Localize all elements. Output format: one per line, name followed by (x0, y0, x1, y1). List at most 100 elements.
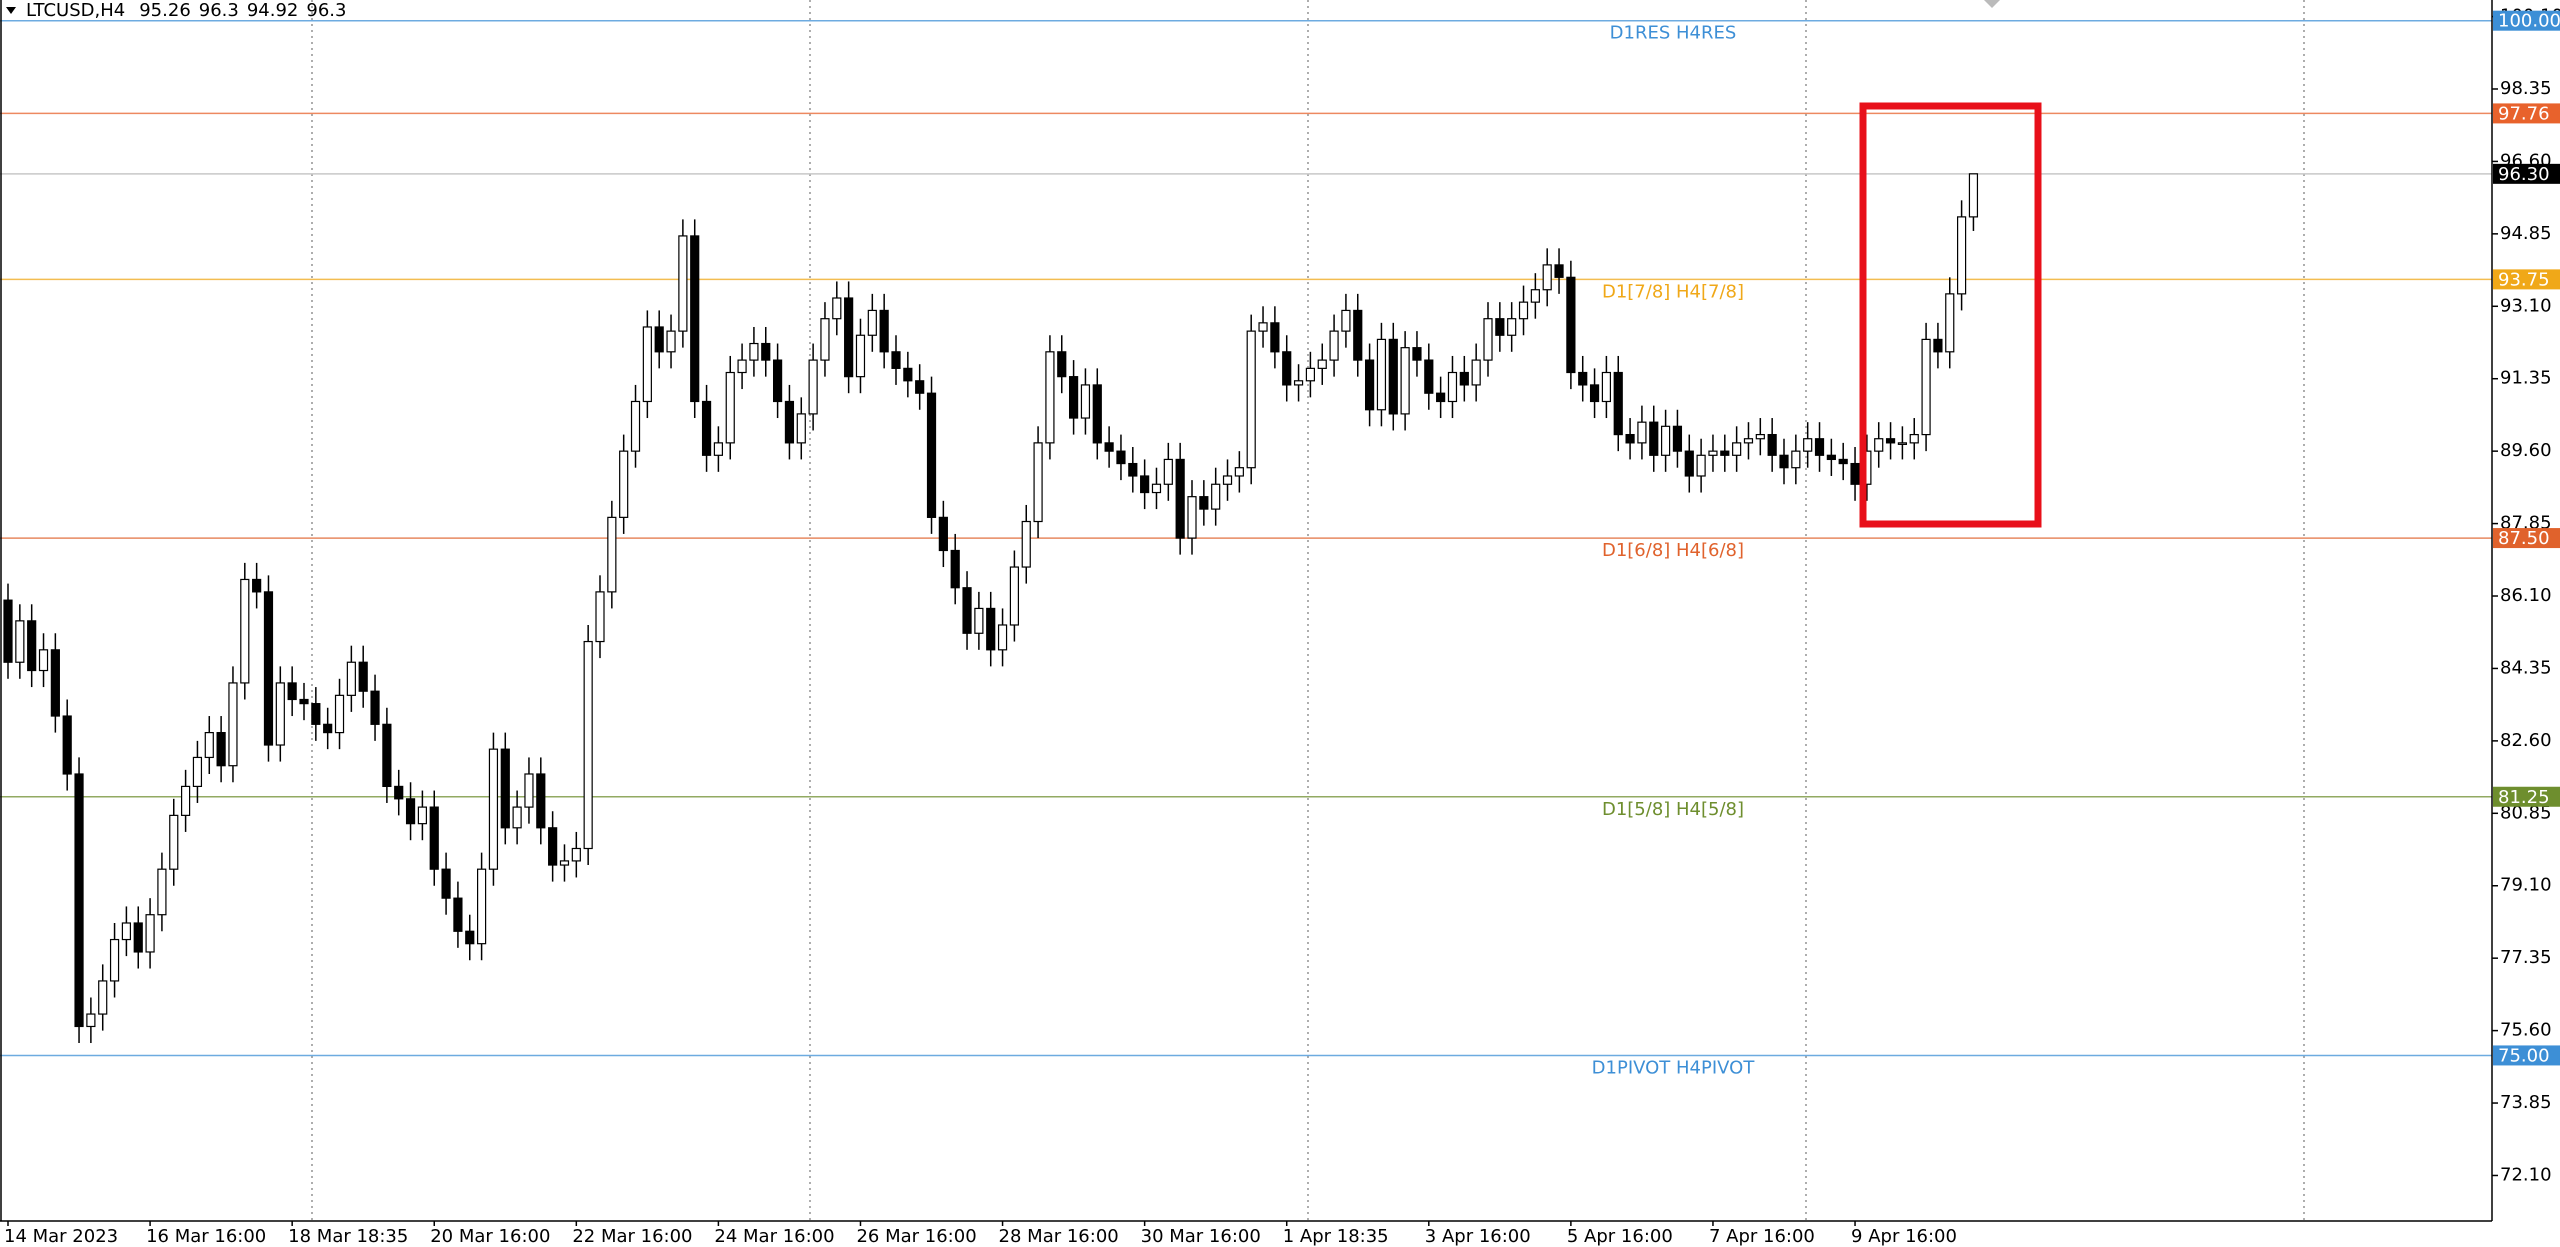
candle-body (926, 392, 937, 518)
header-value: 96.3 (199, 0, 239, 21)
candle-body (524, 773, 534, 808)
price-tag-label: 93.75 (2498, 269, 2550, 290)
candle-body (465, 930, 475, 945)
candle-body (1720, 450, 1730, 456)
x-tick-label: 9 Apr 16:00 (1851, 1226, 1957, 1247)
candle-body (749, 342, 759, 361)
candle-body (252, 578, 262, 593)
candle-body (1885, 438, 1896, 444)
candle-body (1743, 438, 1754, 444)
x-tick-label: 5 Apr 16:00 (1567, 1226, 1673, 1247)
x-tick-label: 16 Mar 16:00 (146, 1226, 266, 1247)
candle-body (1554, 264, 1564, 278)
candle-body (654, 326, 664, 353)
candle-body (382, 723, 392, 788)
candle-body (1732, 442, 1742, 456)
candle-body (1092, 384, 1102, 444)
candle-body (1317, 359, 1327, 369)
y-tick-label: 73.85 (2500, 1092, 2552, 1113)
candle-body (1530, 289, 1540, 303)
price-tag-label: 96.30 (2498, 164, 2550, 185)
price-tag (2493, 786, 2560, 807)
candle-body (1826, 454, 1836, 461)
candle-body (1329, 330, 1339, 361)
candle-body (1471, 359, 1481, 386)
candle-body (701, 400, 712, 456)
candle-body (1305, 367, 1316, 382)
candle-body (1068, 376, 1079, 419)
candle-body (417, 806, 427, 825)
candle-body (997, 624, 1008, 651)
candle-body (974, 607, 984, 634)
y-tick-label: 80.85 (2500, 802, 2552, 823)
candle-body (109, 938, 120, 982)
candle-body (299, 698, 309, 705)
candle-body (1400, 347, 1410, 415)
x-tick-label: 28 Mar 16:00 (999, 1226, 1119, 1247)
y-tick-label: 84.35 (2500, 657, 2552, 678)
candle-body (725, 371, 735, 444)
candle-body (1578, 371, 1588, 386)
candle-body (62, 715, 72, 775)
level-label: D1PIVOT H4PIVOT (1592, 1057, 1756, 1078)
y-tick-label: 93.10 (2500, 295, 2552, 316)
level-label: D1[7/8] H4[7/8] (1602, 281, 1744, 302)
candle-body (986, 607, 996, 651)
y-tick-label: 89.60 (2500, 440, 2552, 461)
x-tick-label: 22 Mar 16:00 (572, 1226, 692, 1247)
candle-body (50, 649, 60, 717)
price-tag (2493, 528, 2560, 549)
candle-body (879, 309, 889, 353)
candle-body (1282, 351, 1292, 386)
candle-body (275, 682, 285, 746)
candle-body (98, 980, 108, 1015)
candle-body (1116, 450, 1126, 465)
candle-body (1246, 330, 1256, 469)
candle-body (1057, 351, 1067, 378)
price-tag-label: 75.00 (2498, 1045, 2550, 1066)
axes: 72.10 73.85 75.60 77.35 79.10 80.85 82.60 84.35… (4, 6, 2560, 1247)
candle-body (1033, 442, 1043, 523)
candle-body (844, 297, 854, 378)
level-label: D1[6/8] H4[6/8] (1602, 540, 1744, 561)
candle-body (263, 591, 274, 746)
candle-body (548, 827, 558, 866)
candle-body (1968, 173, 1979, 218)
candle-body (1211, 483, 1221, 510)
candle-body (619, 450, 629, 518)
candle-body (1234, 467, 1244, 477)
candle-body (1175, 458, 1185, 539)
candle-body (1187, 496, 1197, 539)
candle-body (1684, 450, 1694, 477)
candle-body (311, 703, 321, 725)
candle-body (867, 309, 877, 336)
y-tick-label: 94.85 (2500, 223, 2552, 244)
x-tick-label: 30 Mar 16:00 (1141, 1226, 1261, 1247)
candle-body (1104, 442, 1114, 452)
candle-body (216, 731, 226, 767)
x-tick-label: 18 Mar 18:35 (288, 1226, 408, 1247)
candle-body (642, 326, 652, 403)
candle-body (1589, 384, 1600, 403)
candle-body (1945, 293, 1955, 353)
price-tag-label: 100.00 (2498, 11, 2560, 32)
candle-body (453, 897, 463, 932)
candle-body (583, 640, 593, 850)
candle-body (678, 235, 688, 332)
y-tick-label: 77.35 (2500, 947, 2552, 968)
candle-body (1364, 359, 1375, 411)
menu-triangle (6, 7, 16, 14)
candle-body (1163, 458, 1173, 485)
level-label: D1[5/8] H4[5/8] (1602, 799, 1744, 820)
candle-body (86, 1013, 96, 1028)
candle-body (1921, 338, 1931, 436)
y-tick-label: 82.60 (2500, 730, 2552, 751)
x-tick-label: 3 Apr 16:00 (1425, 1226, 1531, 1247)
candle-body (1755, 433, 1765, 440)
y-tick-label: 91.35 (2500, 368, 2552, 389)
candle-body (1850, 462, 1860, 485)
candle-body (38, 649, 49, 672)
price-tag-label: 81.25 (2498, 787, 2550, 808)
candle-body (690, 235, 700, 403)
candle-body (1791, 450, 1801, 469)
